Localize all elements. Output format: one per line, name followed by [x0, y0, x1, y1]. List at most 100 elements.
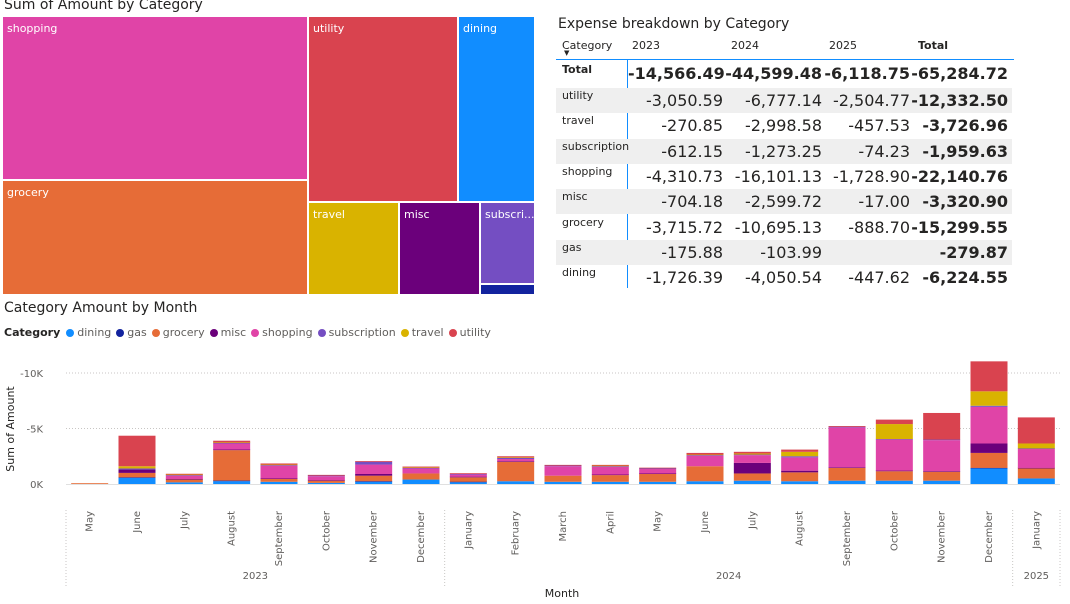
matrix-row-label[interactable]: utility — [562, 89, 594, 102]
bar-segment-utility — [733, 451, 771, 454]
legend-dot-icon — [400, 328, 409, 337]
matrix-cell: -6,118.75 — [824, 64, 910, 83]
treemap-tile-shopping[interactable]: shopping — [3, 17, 309, 181]
bar-segment-misc — [923, 470, 961, 472]
bar-segment-travel — [970, 391, 1008, 406]
legend-label: travel — [411, 326, 444, 339]
legend-item-misc[interactable]: misc — [209, 326, 247, 339]
bar-segment-grocery — [828, 467, 866, 481]
legend-item-gas[interactable]: gas — [116, 326, 147, 339]
matrix-row-label[interactable]: shopping — [562, 164, 613, 178]
bar-segment-subscription — [307, 475, 345, 477]
bar-segment-shopping — [828, 427, 866, 468]
legend-label: subscription — [328, 326, 396, 339]
x-tick-label: April — [605, 511, 616, 534]
matrix-cell: -44,599.48 — [725, 64, 822, 83]
bar-segment-shopping — [591, 466, 629, 475]
legend-item-shopping[interactable]: shopping — [251, 326, 313, 339]
y-tick-label: -5K — [26, 425, 43, 436]
bar-segment-misc — [591, 474, 629, 476]
bar-segment-subscription — [923, 439, 961, 441]
matrix-cell: -3,320.90 — [922, 192, 1008, 212]
matrix-header-2024[interactable]: 2024 — [731, 39, 759, 52]
matrix-row-background — [556, 189, 1012, 215]
matrix-row-label[interactable]: grocery — [562, 215, 604, 229]
matrix-row-label[interactable]: dining — [562, 266, 597, 280]
bar-segment-utility — [402, 466, 440, 468]
x-tick-label: June — [700, 511, 711, 534]
legend-item-grocery[interactable]: grocery — [151, 326, 205, 339]
matrix-cell: -888.70 — [848, 217, 910, 237]
bar-segment-shopping — [307, 476, 345, 481]
matrix-row-background — [556, 88, 1012, 113]
treemap-tile-grocery[interactable]: grocery — [3, 181, 309, 296]
bar-segment-travel — [165, 474, 203, 476]
bar-segment-utility — [828, 426, 866, 427]
expense-matrix: Category ▼ 2023 2024 2025 Total Total -1… — [556, 36, 1014, 288]
bar-segment-misc — [165, 478, 203, 480]
matrix-row-background — [556, 138, 1012, 164]
bar-segment-misc — [497, 461, 535, 462]
treemap-tile-label: subscri... — [485, 208, 535, 221]
legend-item-utility[interactable]: utility — [448, 326, 491, 339]
bar-segment-utility — [118, 435, 156, 467]
treemap-tile-subscription[interactable]: subscri... — [481, 203, 536, 285]
treemap-tile-gas[interactable] — [481, 285, 536, 296]
bar-segment-dining — [781, 481, 819, 484]
matrix-row-background — [556, 239, 1012, 265]
bar-segment-misc — [118, 469, 156, 473]
matrix-cell: -6,777.14 — [744, 91, 822, 110]
treemap-tile-dining[interactable]: dining — [459, 17, 536, 203]
column-chart: -10K -5K 0K Sum of Amount May June July August S… — [4, 361, 1061, 600]
treemap-tile-utility[interactable]: utility — [309, 17, 459, 203]
bar-segment-dining — [875, 480, 913, 484]
bar-segment-dining — [213, 481, 251, 484]
bar-segment-shopping — [1017, 449, 1055, 468]
matrix-row-label[interactable]: gas — [562, 240, 582, 254]
matrix-header-2023[interactable]: 2023 — [632, 39, 660, 52]
matrix-cell: -1,728.90 — [832, 166, 910, 186]
bar-segment-utility — [970, 361, 1008, 392]
bar-segment-travel — [686, 454, 724, 456]
bar-segment-utility — [1017, 417, 1055, 444]
bar-segment-subscription — [733, 454, 771, 456]
x-tick-label: June — [132, 511, 143, 534]
bar-segment-grocery — [165, 479, 203, 483]
matrix-header-category[interactable]: Category — [562, 39, 613, 52]
x-tick-label: October — [321, 510, 332, 551]
bar-segment-subscription — [970, 405, 1008, 407]
y-tick-label: 0K — [30, 480, 43, 491]
legend-label: misc — [220, 326, 247, 339]
year-label: 2024 — [716, 571, 741, 582]
matrix-cell: -270.85 — [661, 116, 723, 136]
treemap-tile-travel[interactable]: travel — [309, 203, 400, 296]
bar-segment-misc — [260, 478, 298, 480]
legend-item-dining[interactable]: dining — [66, 326, 111, 339]
matrix-header-2025[interactable]: 2025 — [829, 39, 857, 52]
bar-segment-shopping — [733, 455, 771, 463]
matrix-cell: -4,310.73 — [645, 166, 723, 186]
bar-segment-grocery — [71, 483, 109, 484]
bar-segment-grocery — [544, 475, 582, 482]
treemap[interactable]: shopping grocery utility dining travel m… — [3, 17, 536, 296]
x-tick-label: January — [463, 511, 474, 550]
matrix-row-label[interactable]: subscription — [562, 139, 630, 153]
x-tick-label: January — [1031, 511, 1042, 550]
bar-segment-gas — [118, 477, 156, 478]
matrix-row-label[interactable]: misc — [562, 190, 588, 204]
legend-dot-icon — [116, 328, 125, 337]
legend-item-travel[interactable]: travel — [400, 326, 444, 339]
bar-segment-shopping — [923, 440, 961, 472]
sort-descending-icon[interactable]: ▼ — [564, 49, 570, 57]
bar-segment-travel — [781, 451, 819, 457]
legend-dot-icon — [151, 328, 160, 337]
matrix-header-total[interactable]: Total — [918, 39, 949, 52]
matrix-cell: -447.62 — [848, 268, 910, 288]
bar-segment-grocery — [449, 477, 487, 482]
matrix-row-label[interactable]: travel — [562, 114, 594, 128]
treemap-tile-label: misc — [404, 208, 430, 221]
treemap-tile-misc[interactable]: misc — [400, 203, 481, 296]
legend-item-subscription[interactable]: subscription — [317, 326, 396, 339]
header-divider — [556, 59, 1014, 60]
bar-segment-subscription — [260, 464, 298, 466]
